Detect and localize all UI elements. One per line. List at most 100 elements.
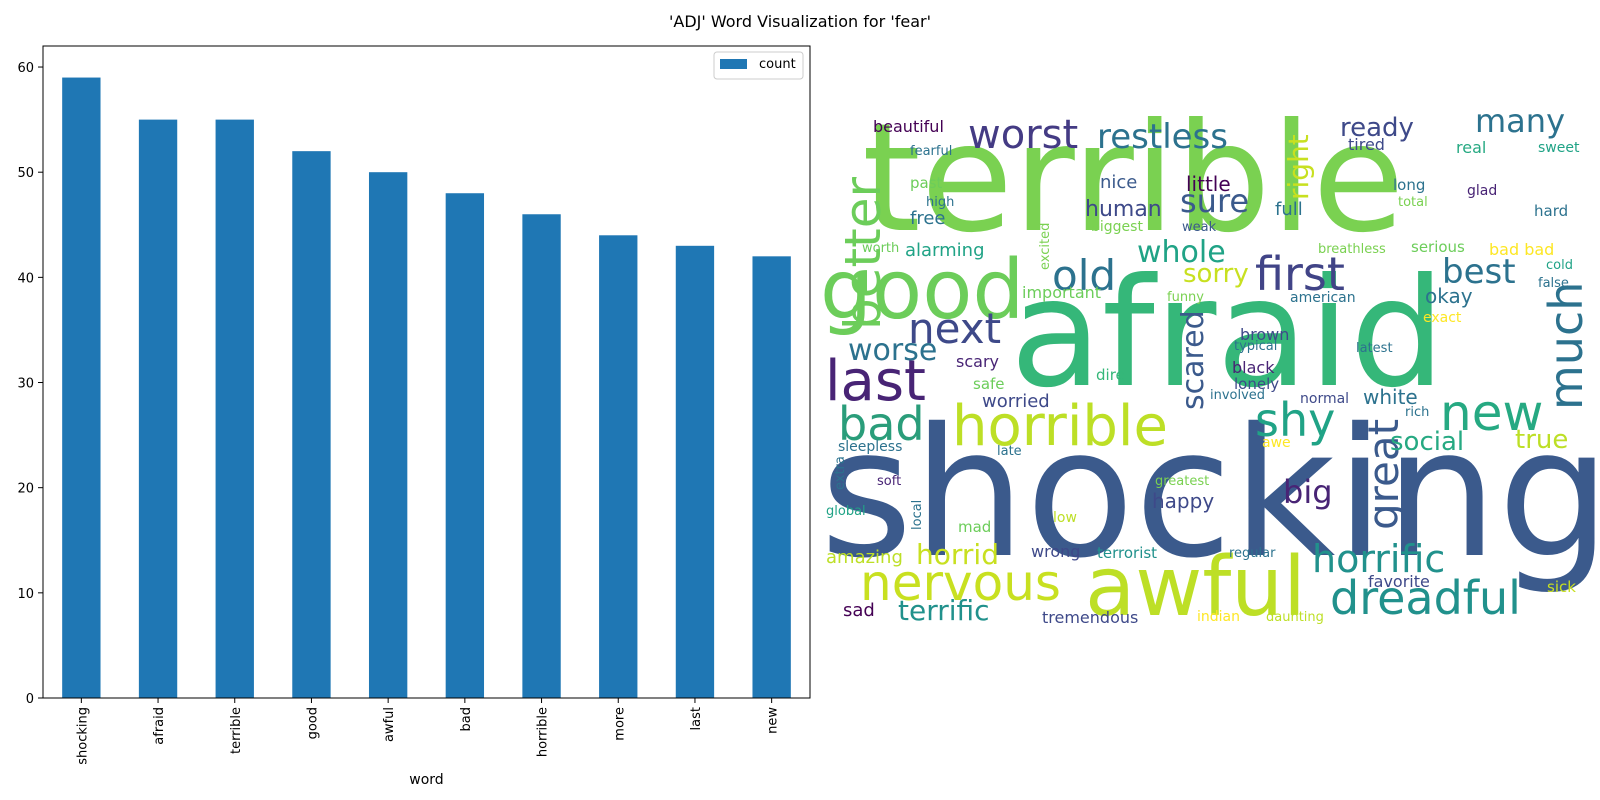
- cloud-word-excited: excited: [1038, 223, 1053, 270]
- cloud-word-many: many: [1475, 102, 1565, 140]
- cloud-word-nervous: nervous: [860, 554, 1061, 612]
- cloud-word-worried: worried: [982, 391, 1050, 412]
- cloud-word-sorry: sorry: [1183, 259, 1249, 289]
- cloud-word-normal: normal: [1300, 391, 1349, 407]
- x-tick-label: awful: [382, 707, 397, 742]
- bar-terrible: [215, 119, 254, 698]
- bar-last: [675, 245, 715, 698]
- cloud-word-afraid: afraid: [1010, 247, 1445, 421]
- cloud-word-worth: worth: [862, 241, 899, 256]
- cloud-word-better: better: [834, 177, 892, 330]
- cloud-word-next: next: [908, 304, 1001, 353]
- cloud-word-worst: worst: [968, 112, 1078, 158]
- bar-chart: 0 10 20 30 40 50 60 shocking afraid terrible good…: [17, 45, 811, 788]
- cloud-word-sleepless: sleepless: [838, 439, 902, 455]
- cloud-word-horrid: horrid: [916, 538, 999, 571]
- cloud-word-tremendous: tremendous: [1042, 608, 1138, 627]
- cloud-word-worse: worse: [848, 333, 937, 368]
- cloud-word-terrific: terrific: [898, 594, 990, 627]
- cloud-word-breathless: breathless: [1318, 242, 1386, 257]
- bars-group: [62, 77, 791, 699]
- cloud-word-best: best: [1442, 252, 1516, 292]
- x-tick-label: bad: [459, 707, 474, 731]
- cloud-word-extra: extra: [833, 456, 848, 490]
- cloud-word-bad: bad: [838, 397, 925, 451]
- y-tick-label: 50: [17, 166, 34, 181]
- cloud-word-safe: safe: [973, 375, 1005, 393]
- cloud-word-old: old: [1052, 251, 1116, 300]
- cloud-word-alarming: alarming: [905, 240, 985, 261]
- x-tick-label: new: [766, 707, 781, 734]
- cloud-word-sad: sad: [843, 600, 875, 621]
- x-tick-label: more: [612, 707, 627, 741]
- legend: count: [713, 51, 804, 80]
- cloud-word-american: american: [1290, 290, 1356, 306]
- cloud-word-important: important: [1022, 283, 1101, 302]
- y-tick-label: 10: [17, 587, 34, 602]
- cloud-word-okay: okay: [1425, 284, 1473, 308]
- cloud-word-sure: sure: [1180, 182, 1249, 220]
- cloud-word-horrific: horrific: [1312, 537, 1445, 581]
- bar-bad: [445, 193, 485, 698]
- cloud-word-new: new: [1440, 384, 1543, 442]
- cloud-word-first: first: [1255, 247, 1345, 301]
- cloud-word-sick: sick: [1547, 578, 1576, 596]
- cloud-word-soft: soft: [877, 474, 901, 489]
- cloud-word-serious: serious: [1411, 238, 1465, 256]
- x-tick-label: afraid: [152, 707, 167, 745]
- cloud-word-weak: weak: [1182, 220, 1217, 235]
- y-tick-label: 30: [17, 377, 34, 392]
- cloud-word-ready: ready: [1340, 113, 1414, 143]
- bar-horrible: [522, 214, 561, 699]
- legend-box: [713, 51, 804, 80]
- figure-title: 'ADJ' Word Visualization for 'fear': [669, 12, 931, 31]
- cloud-word-bad-bad: bad bad: [1489, 240, 1554, 259]
- cloud-word-lonely: lonely: [1234, 375, 1279, 393]
- cloud-word-false: false: [1538, 276, 1569, 291]
- cloud-word-right: right: [1282, 134, 1315, 200]
- cloud-word-biggest: biggest: [1091, 219, 1143, 235]
- cloud-word-big: big: [1283, 473, 1333, 511]
- cloud-word-horrible: horrible: [952, 394, 1168, 459]
- cloud-word-terrible: terrible: [862, 92, 1405, 266]
- cloud-word-dreadful: dreadful: [1330, 571, 1521, 625]
- legend-label: count: [759, 57, 796, 72]
- cloud-word-great: great: [1359, 419, 1408, 530]
- bar-new: [752, 256, 791, 698]
- cloud-word-dire: dire: [1096, 366, 1125, 384]
- bar-shocking: [62, 77, 101, 698]
- y-tick-label: 60: [17, 61, 34, 76]
- cloud-word-greatest: greatest: [1155, 474, 1209, 489]
- cloud-word-wrong: wrong: [1031, 542, 1080, 561]
- cloud-word-involved: involved: [1210, 388, 1265, 403]
- cloud-word-long: long: [1393, 176, 1425, 194]
- cloud-word-fearful: fearful: [910, 144, 952, 159]
- cloud-word-shocking: shocking: [820, 390, 1600, 597]
- bar-awful: [368, 172, 408, 698]
- cloud-word-awe: awe: [1262, 435, 1291, 451]
- cloud-word-rich: rich: [1405, 405, 1429, 420]
- cloud-word-tired: tired: [1348, 135, 1385, 154]
- cloud-word-free: free: [910, 208, 946, 229]
- cloud-word-scared: scared: [1176, 310, 1211, 410]
- cloud-word-last: last: [825, 349, 926, 414]
- cloud-word-beautiful: beautiful: [873, 117, 944, 136]
- cloud-word-indian: indian: [1197, 609, 1240, 625]
- cloud-word-total: total: [1398, 195, 1428, 210]
- cloud-word-mad: mad: [958, 518, 991, 536]
- cloud-word-favorite: favorite: [1368, 572, 1430, 591]
- cloud-word-cold: cold: [1546, 258, 1573, 273]
- cloud-word-full: full: [1275, 199, 1303, 220]
- bar-more: [599, 235, 638, 698]
- plot-frame: [42, 45, 811, 699]
- cloud-word-scary: scary: [956, 352, 999, 371]
- cloud-word-regular: regular: [1229, 546, 1276, 561]
- cloud-word-real: real: [1456, 138, 1486, 157]
- cloud-word-glad: glad: [1467, 183, 1497, 199]
- cloud-word-little: little: [1186, 172, 1231, 196]
- cloud-word-amazing: amazing: [826, 547, 903, 568]
- cloud-word-late: late: [997, 444, 1022, 459]
- cloud-word-much: much: [1539, 282, 1593, 410]
- cloud-word-funny: funny: [1167, 290, 1204, 305]
